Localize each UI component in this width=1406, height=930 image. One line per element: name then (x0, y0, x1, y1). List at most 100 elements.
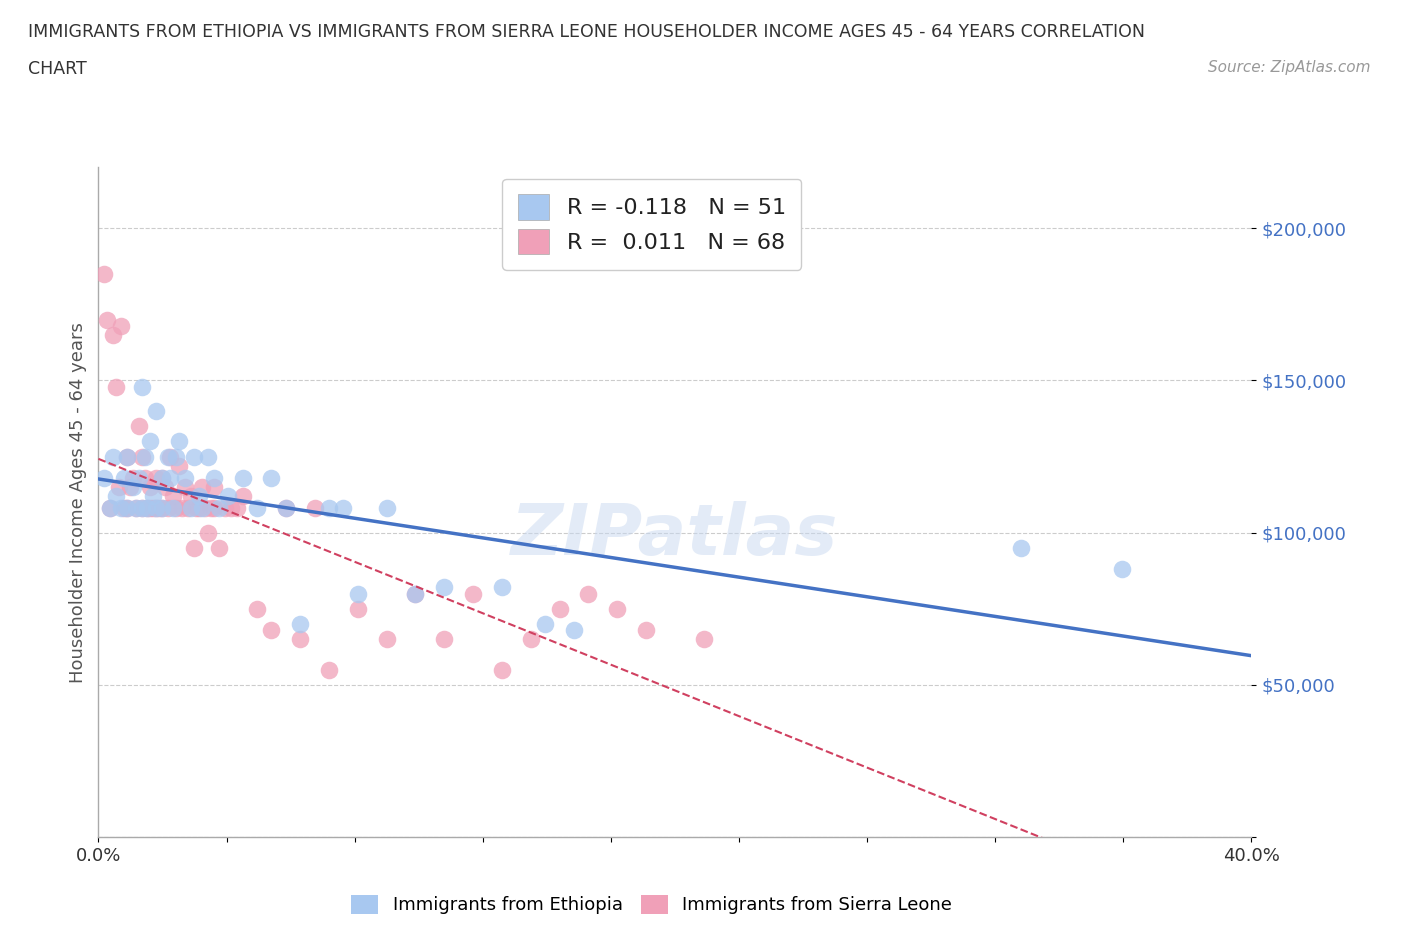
Point (117, 449, 138, 464)
Point (131, 379, 153, 394)
Text: IMMIGRANTS FROM ETHIOPIA VS IMMIGRANTS FROM SIERRA LEONE HOUSEHOLDER INCOME AGES: IMMIGRANTS FROM ETHIOPIA VS IMMIGRANTS F… (28, 23, 1144, 41)
Point (304, 501, 326, 516)
Point (112, 501, 135, 516)
Point (145, 404, 167, 418)
Point (167, 458, 190, 473)
Point (148, 501, 170, 516)
Point (104, 379, 127, 394)
Point (131, 449, 153, 464)
Point (117, 501, 138, 516)
Point (150, 471, 173, 485)
Point (375, 631, 398, 646)
Point (197, 449, 219, 464)
Point (165, 449, 187, 464)
Point (188, 501, 211, 516)
Point (217, 488, 239, 503)
Point (153, 480, 176, 495)
Point (231, 471, 254, 485)
Point (162, 501, 184, 516)
Point (156, 449, 179, 464)
Point (1111, 562, 1133, 577)
Point (219, 501, 242, 516)
Point (202, 501, 225, 516)
Point (274, 501, 297, 516)
Point (107, 480, 129, 495)
Point (117, 501, 138, 516)
Point (131, 501, 153, 516)
Point (191, 480, 214, 495)
Point (246, 501, 269, 516)
Point (693, 631, 716, 646)
Point (346, 602, 368, 617)
Point (162, 488, 184, 503)
Point (159, 471, 181, 485)
Point (534, 617, 557, 631)
Point (174, 480, 197, 495)
Point (461, 586, 484, 601)
Point (134, 471, 156, 485)
Y-axis label: Householder Income Ages 45 - 64 years: Householder Income Ages 45 - 64 years (69, 322, 87, 683)
Point (98, 501, 121, 516)
Text: ZIPatlas: ZIPatlas (512, 501, 838, 570)
Point (122, 480, 145, 495)
Point (101, 449, 124, 464)
Point (165, 501, 187, 516)
Point (214, 501, 236, 516)
Point (120, 480, 142, 495)
Point (104, 488, 127, 503)
Point (208, 540, 231, 555)
Point (405, 586, 427, 601)
Point (231, 488, 254, 503)
Point (636, 622, 658, 637)
Point (433, 580, 456, 595)
Point (1010, 540, 1032, 555)
Point (136, 501, 159, 516)
Point (125, 501, 148, 516)
Point (150, 501, 173, 516)
Point (101, 327, 124, 342)
Point (167, 434, 190, 449)
Point (186, 501, 208, 516)
Point (117, 449, 138, 464)
Point (202, 471, 225, 485)
Point (150, 471, 173, 485)
Point (225, 501, 247, 516)
Point (194, 501, 217, 516)
Point (145, 471, 167, 485)
Point (145, 501, 167, 516)
Point (188, 488, 211, 503)
Point (346, 586, 368, 601)
Point (491, 662, 513, 677)
Point (125, 501, 148, 516)
Point (110, 501, 132, 516)
Point (290, 617, 312, 631)
Point (405, 586, 427, 601)
Point (260, 471, 283, 485)
Point (98, 501, 121, 516)
Point (318, 501, 340, 516)
Point (180, 501, 202, 516)
Point (183, 540, 205, 555)
Point (260, 622, 283, 637)
Point (332, 501, 354, 516)
Point (562, 622, 585, 637)
Legend: Immigrants from Ethiopia, Immigrants from Sierra Leone: Immigrants from Ethiopia, Immigrants fro… (344, 888, 959, 922)
Point (170, 501, 193, 516)
Point (145, 501, 167, 516)
Point (578, 586, 600, 601)
Point (93, 471, 115, 485)
Point (139, 501, 162, 516)
Point (520, 631, 543, 646)
Point (156, 501, 179, 516)
Point (174, 471, 197, 485)
Point (142, 501, 165, 516)
Point (548, 602, 571, 617)
Text: CHART: CHART (28, 60, 87, 78)
Text: Source: ZipAtlas.com: Source: ZipAtlas.com (1208, 60, 1371, 75)
Point (375, 501, 398, 516)
Point (491, 580, 513, 595)
Point (139, 434, 162, 449)
Point (142, 488, 165, 503)
Point (433, 631, 456, 646)
Point (202, 480, 225, 495)
